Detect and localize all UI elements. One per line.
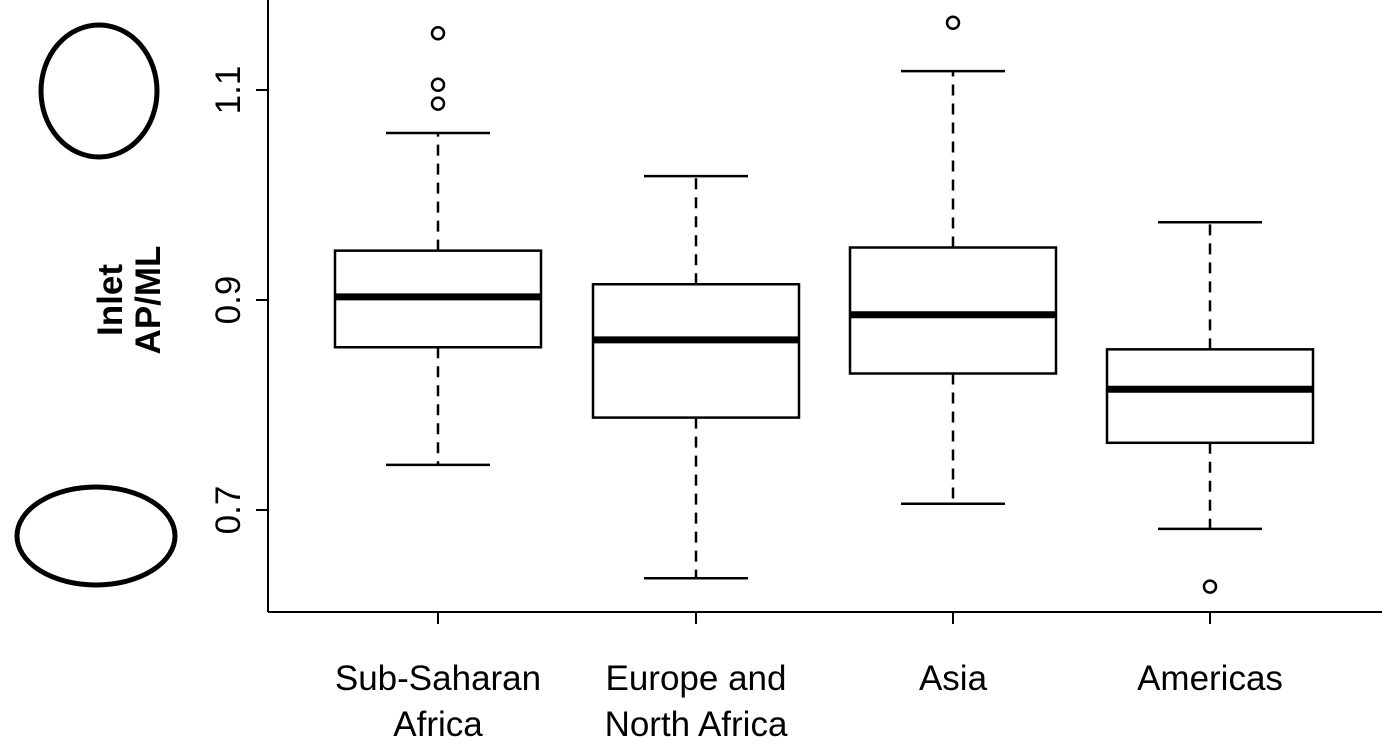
- y-tick-label: 1.1: [209, 66, 248, 115]
- outlier-point: [430, 77, 446, 92]
- wide-ellipse-icon: [14, 484, 178, 588]
- ylabel-line-1: Inlet: [91, 264, 130, 336]
- iqr-box: [591, 283, 801, 419]
- x-tick-label: Sub-Saharan: [335, 659, 541, 698]
- box-group-2: [591, 174, 801, 580]
- ylabel-line-2: AP/ML: [129, 246, 168, 355]
- y-tick-label: 0.7: [209, 486, 248, 535]
- x-tick-label: North Africa: [605, 705, 788, 744]
- axes: 0.7 0.9 1.1 Sub-Saharan Africa Europe and Nort…: [209, 0, 1382, 744]
- iqr-box: [1105, 348, 1315, 445]
- box-group-4: [1105, 221, 1315, 594]
- x-tick-label: Americas: [1137, 659, 1283, 698]
- box-group-3: [848, 15, 1058, 505]
- tall-ellipse-icon: [38, 22, 160, 160]
- outlier-point: [430, 96, 446, 111]
- iqr-box: [848, 246, 1058, 375]
- outlier-point: [945, 15, 961, 31]
- outlier-point: [430, 26, 446, 41]
- boxes: [333, 15, 1315, 594]
- x-tick-label: Asia: [919, 659, 988, 698]
- outlier-point: [1202, 579, 1218, 594]
- y-tick-label: 0.9: [209, 276, 248, 325]
- x-tick-label: Europe and: [606, 659, 787, 698]
- x-tick-label: Africa: [393, 705, 483, 744]
- box-group-1: [333, 26, 543, 467]
